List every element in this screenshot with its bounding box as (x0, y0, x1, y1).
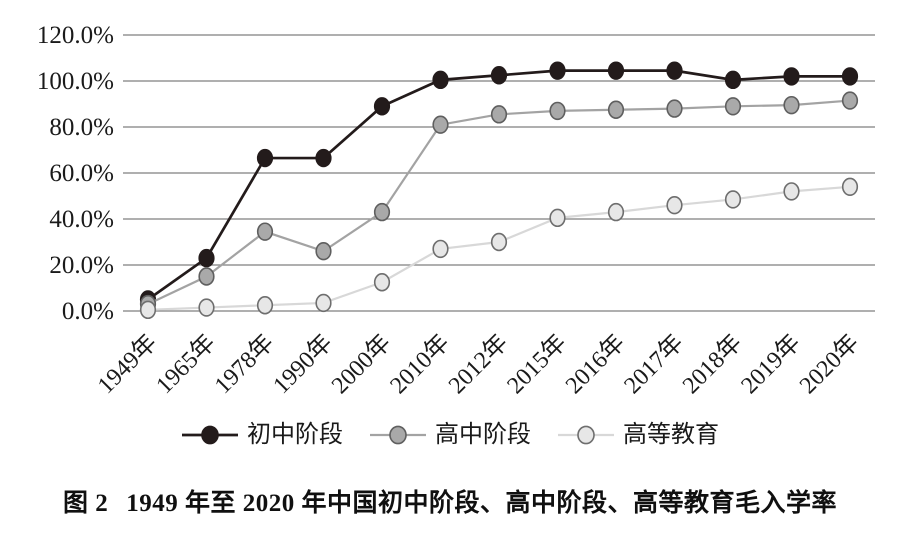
data-point-senior-secondary (490, 105, 508, 124)
legend-marker-icon (182, 425, 238, 445)
data-point-higher-education (607, 202, 625, 222)
y-tick-label: 100.0% (37, 68, 114, 95)
data-point-junior-secondary (549, 61, 566, 80)
legend-item-higher-education: 高等教育 (557, 423, 719, 447)
y-tick-label: 20.0% (49, 252, 114, 279)
figure-caption: 图 2 1949 年至 2020 年中国初中阶段、高中阶段、高等教育毛入学率 (0, 483, 900, 519)
data-point-senior-secondary (666, 99, 683, 118)
data-point-senior-secondary (315, 242, 332, 261)
data-point-senior-secondary (198, 267, 215, 286)
data-point-higher-education (666, 196, 683, 215)
x-tick-label: 1965年 (151, 329, 221, 399)
data-point-junior-secondary (256, 148, 274, 168)
series-line-senior-secondary (147, 99, 851, 306)
legend-marker-icon (558, 425, 614, 445)
data-point-senior-secondary (783, 95, 800, 115)
data-point-junior-secondary (373, 97, 391, 116)
data-point-higher-education (373, 273, 391, 292)
data-point-higher-education (549, 208, 566, 228)
data-point-junior-secondary (607, 61, 625, 80)
data-point-higher-education (724, 190, 742, 209)
data-point-junior-secondary (432, 70, 449, 90)
data-point-junior-secondary (783, 67, 800, 86)
data-point-senior-secondary (724, 97, 742, 116)
x-tick-label: 1978年 (209, 329, 279, 399)
data-point-higher-education (783, 182, 800, 201)
x-tick-label: 2018年 (677, 329, 747, 399)
x-tick-label: 2016年 (560, 329, 630, 399)
legend-label: 初中阶段 (247, 422, 343, 448)
x-tick-label: 1949年 (92, 329, 162, 399)
y-tick-label: 120.0% (37, 22, 114, 49)
x-tick-label: 2010年 (385, 329, 455, 399)
data-point-junior-secondary (724, 70, 742, 90)
data-point-higher-education (198, 298, 215, 317)
data-point-higher-education (256, 296, 274, 315)
legend-label: 高等教育 (623, 422, 719, 448)
data-point-junior-secondary (666, 61, 683, 80)
data-point-senior-secondary (841, 91, 859, 110)
y-tick-label: 80.0% (49, 114, 114, 141)
data-point-junior-secondary (198, 248, 215, 268)
data-point-junior-secondary (315, 148, 332, 168)
y-tick-label: 40.0% (49, 206, 114, 233)
figure-caption-label: 图 2 (62, 490, 109, 517)
data-point-higher-education (490, 232, 508, 252)
legend-item-senior-secondary: 高中阶段 (369, 423, 531, 447)
line-chart: 0.0% 20.0% 40.0% 60.0% 80.0% 100.0% 120.0% 1949… (37, 22, 875, 399)
data-point-senior-secondary (432, 115, 449, 134)
data-point-junior-secondary (490, 66, 508, 85)
x-tick-label: 2020年 (794, 329, 864, 399)
legend-label: 高中阶段 (435, 422, 531, 448)
data-point-higher-education (315, 293, 332, 313)
x-tick-label: 2000年 (326, 329, 396, 399)
data-point-higher-education (841, 177, 859, 197)
data-point-senior-secondary (607, 100, 625, 119)
data-point-higher-education (139, 300, 157, 320)
y-tick-label: 60.0% (49, 160, 114, 187)
chart-legend: 初中阶段 高中阶段 高等教育 (0, 423, 900, 447)
legend-marker-icon (370, 425, 426, 445)
legend-item-junior-secondary: 初中阶段 (181, 423, 343, 447)
y-tick-label: 0.0% (62, 298, 114, 325)
x-tick-label: 1990年 (268, 329, 338, 399)
x-tick-label: 2012年 (443, 329, 513, 399)
figure-caption-text: 1949 年至 2020 年中国初中阶段、高中阶段、高等教育毛入学率 (126, 490, 838, 517)
data-point-junior-secondary (841, 67, 859, 86)
data-point-senior-secondary (549, 101, 566, 121)
x-tick-label: 2019年 (736, 329, 806, 399)
x-tick-label: 2017年 (619, 329, 689, 399)
data-point-higher-education (432, 239, 449, 259)
data-point-senior-secondary (373, 202, 391, 222)
data-point-senior-secondary (256, 222, 274, 241)
x-tick-label: 2015年 (502, 329, 572, 399)
